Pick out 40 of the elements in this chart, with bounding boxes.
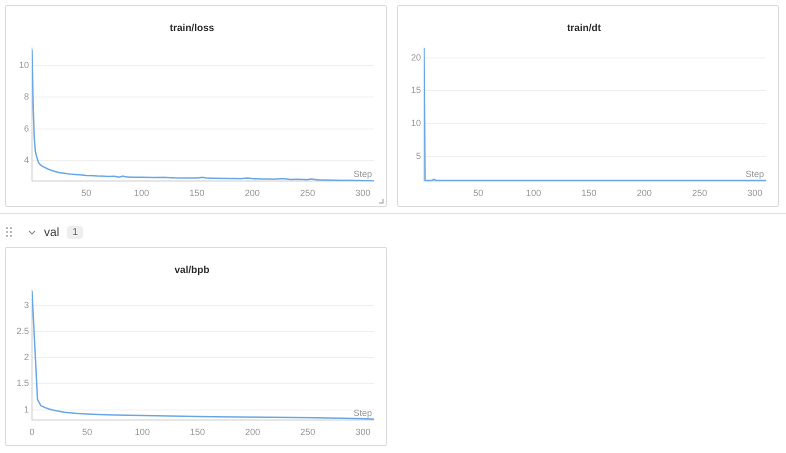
y-tick-label: 4 (24, 155, 29, 166)
x-tick-label: 50 (82, 427, 92, 438)
x-tick-label: 300 (355, 427, 370, 438)
x-tick-label: 250 (300, 188, 316, 198)
x-tick-label: 200 (636, 188, 652, 198)
y-tick-label: 2.5 (16, 326, 29, 336)
y-tick-label: 8 (24, 92, 29, 102)
x-tick-label: 100 (526, 188, 542, 198)
y-tick-label: 20 (410, 52, 421, 62)
text: 1 (67, 226, 83, 238)
x-tick-label: 50 (81, 188, 92, 198)
x-tick-label: 200 (245, 427, 260, 438)
x-tick-label: 100 (134, 427, 150, 438)
y-tick-label: 15 (410, 85, 421, 96)
chart-title: train/loss (170, 22, 215, 34)
x-tick-label: 300 (355, 188, 370, 198)
y-tick-label: 1 (24, 404, 29, 414)
x-axis-title: Step (353, 169, 372, 180)
x-tick-label: 250 (300, 427, 316, 438)
x-tick-label: 300 (747, 188, 762, 198)
y-tick-label: 1.5 (16, 378, 29, 388)
y-tick-label: 2 (24, 352, 29, 362)
y-tick-label: 5 (416, 150, 421, 161)
x-axis-title: Step (353, 408, 372, 418)
chart-title: train/dt (567, 22, 602, 34)
x-tick-label: 50 (473, 188, 484, 198)
y-tick-label: 10 (410, 118, 421, 128)
x-tick-label: 150 (190, 427, 205, 438)
x-tick-label: 250 (692, 188, 708, 198)
x-tick-label: 150 (189, 188, 204, 198)
x-axis-title: Step (745, 169, 764, 180)
y-tick-label: 10 (18, 60, 29, 70)
x-tick-label: 0 (29, 427, 35, 438)
x-tick-label: 100 (134, 188, 150, 198)
text: val (44, 225, 60, 239)
x-tick-label: 150 (581, 188, 596, 198)
y-tick-label: 3 (24, 300, 29, 310)
y-tick-label: 6 (24, 123, 29, 134)
chart-title: val/bpb (174, 264, 210, 276)
x-tick-label: 200 (244, 188, 260, 198)
